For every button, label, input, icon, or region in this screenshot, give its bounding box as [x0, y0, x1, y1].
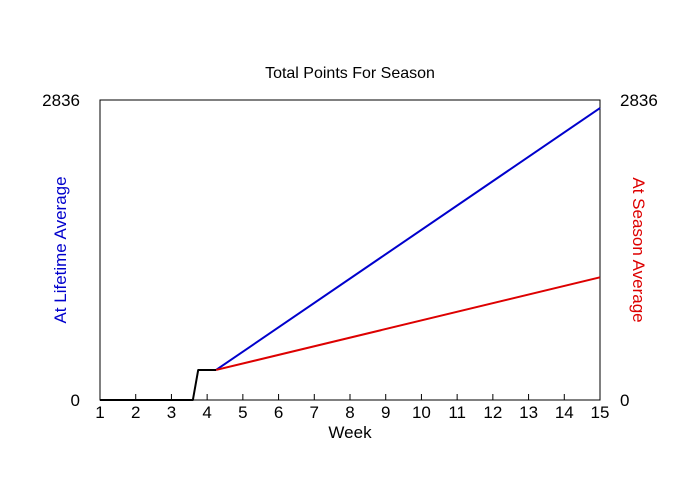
x-tick-label: 14	[555, 403, 574, 422]
series-line-at-season-average	[215, 276, 601, 371]
y-axis-right: 0 2836	[620, 91, 658, 410]
y-axis-left-label: At Lifetime Average	[51, 176, 70, 323]
x-tick-label: 3	[167, 403, 176, 422]
x-tick-label: 7	[310, 403, 319, 422]
x-tick-label: 11	[448, 403, 466, 422]
x-tick-label: 13	[519, 403, 538, 422]
x-tick-label: 5	[238, 403, 247, 422]
x-tick-label: 8	[345, 403, 354, 422]
y-left-tick-label: 2836	[42, 91, 80, 110]
y-axis-left: 0 2836	[42, 91, 80, 410]
x-tick-label: 2	[131, 403, 140, 422]
x-tick-label: 1	[95, 403, 104, 422]
x-tick-label: 10	[412, 403, 431, 422]
x-tick-label: 9	[381, 403, 390, 422]
x-tick-label: 15	[591, 403, 610, 422]
chart-title: Total Points For Season	[265, 65, 435, 82]
x-axis-label: Week	[328, 423, 372, 442]
series-line-actual	[100, 368, 217, 401]
x-tick-label: 12	[483, 403, 502, 422]
series-layer	[100, 107, 601, 401]
series-line-at-lifetime-average	[215, 107, 601, 371]
y-right-tick-label: 0	[620, 391, 629, 410]
y-left-tick-label: 0	[71, 391, 80, 410]
y-axis-right-label: At Season Average	[629, 177, 648, 322]
x-axis: 1 2 3 4 5 6 7 8 9 10 11 12 13 14 15	[95, 394, 609, 422]
plot-frame	[99, 99, 601, 401]
y-right-tick-label: 2836	[620, 91, 658, 110]
x-tick-label: 4	[202, 403, 211, 422]
x-tick-label: 6	[274, 403, 283, 422]
